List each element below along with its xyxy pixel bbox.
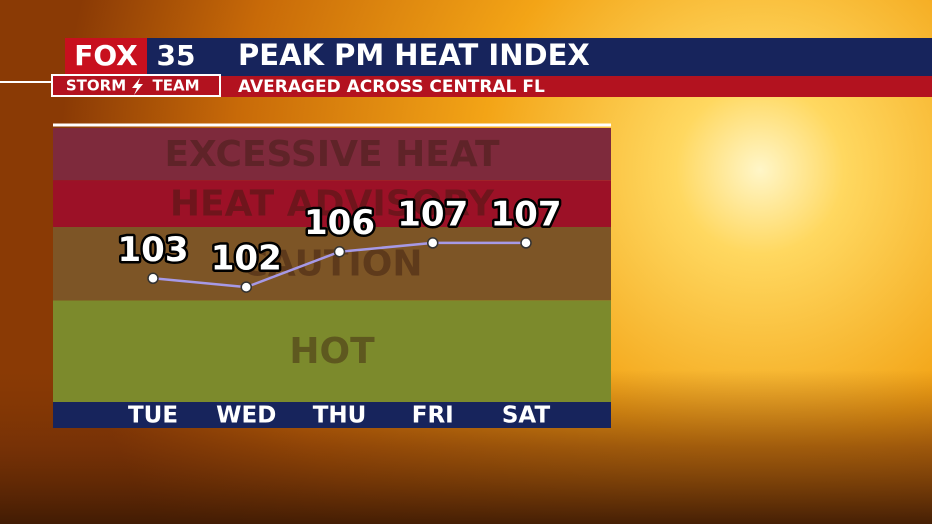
logo-team-left: STORM <box>66 77 126 95</box>
point <box>427 237 439 249</box>
chart-subtitle: AVERAGED ACROSS CENTRAL FL <box>238 77 545 97</box>
point <box>147 272 159 285</box>
value-label: 103 <box>118 230 189 270</box>
band <box>53 300 611 402</box>
plot: TUE WED THU FRI SAT 103 102 106 107 107 <box>115 192 564 429</box>
band <box>53 226 611 301</box>
x-tick-label: TUE <box>128 403 178 429</box>
point <box>333 245 346 258</box>
x-tick-label: WED <box>216 403 276 429</box>
logo-team-right: TEAM <box>152 77 199 95</box>
point <box>520 237 532 249</box>
logo-fox: FOX <box>74 39 138 72</box>
band <box>53 180 611 227</box>
logo-number: 35 <box>157 39 196 72</box>
logo-fox-box <box>65 38 147 74</box>
logo-bolt <box>132 78 143 95</box>
logo-number-box <box>147 38 205 74</box>
axis-bar <box>53 402 611 428</box>
band <box>53 128 611 181</box>
chart-title: PEAK PM HEAT INDEX <box>238 38 590 72</box>
value-label: 106 <box>304 203 375 243</box>
x-tick-label: FRI <box>412 403 454 429</box>
x-tick-label: THU <box>313 403 367 429</box>
value-label: 107 <box>397 194 468 234</box>
value-label: 102 <box>211 239 282 279</box>
x-tick-label: SAT <box>502 403 551 429</box>
band-label: HOT <box>289 331 375 372</box>
band-label: EXCESSIVE HEAT <box>164 134 499 175</box>
title-bar <box>205 38 932 76</box>
subtitle-bar <box>205 76 932 97</box>
band-label: HEAT ADVISORY <box>170 184 495 225</box>
value-label: 107 <box>491 194 562 234</box>
point <box>240 281 252 293</box>
